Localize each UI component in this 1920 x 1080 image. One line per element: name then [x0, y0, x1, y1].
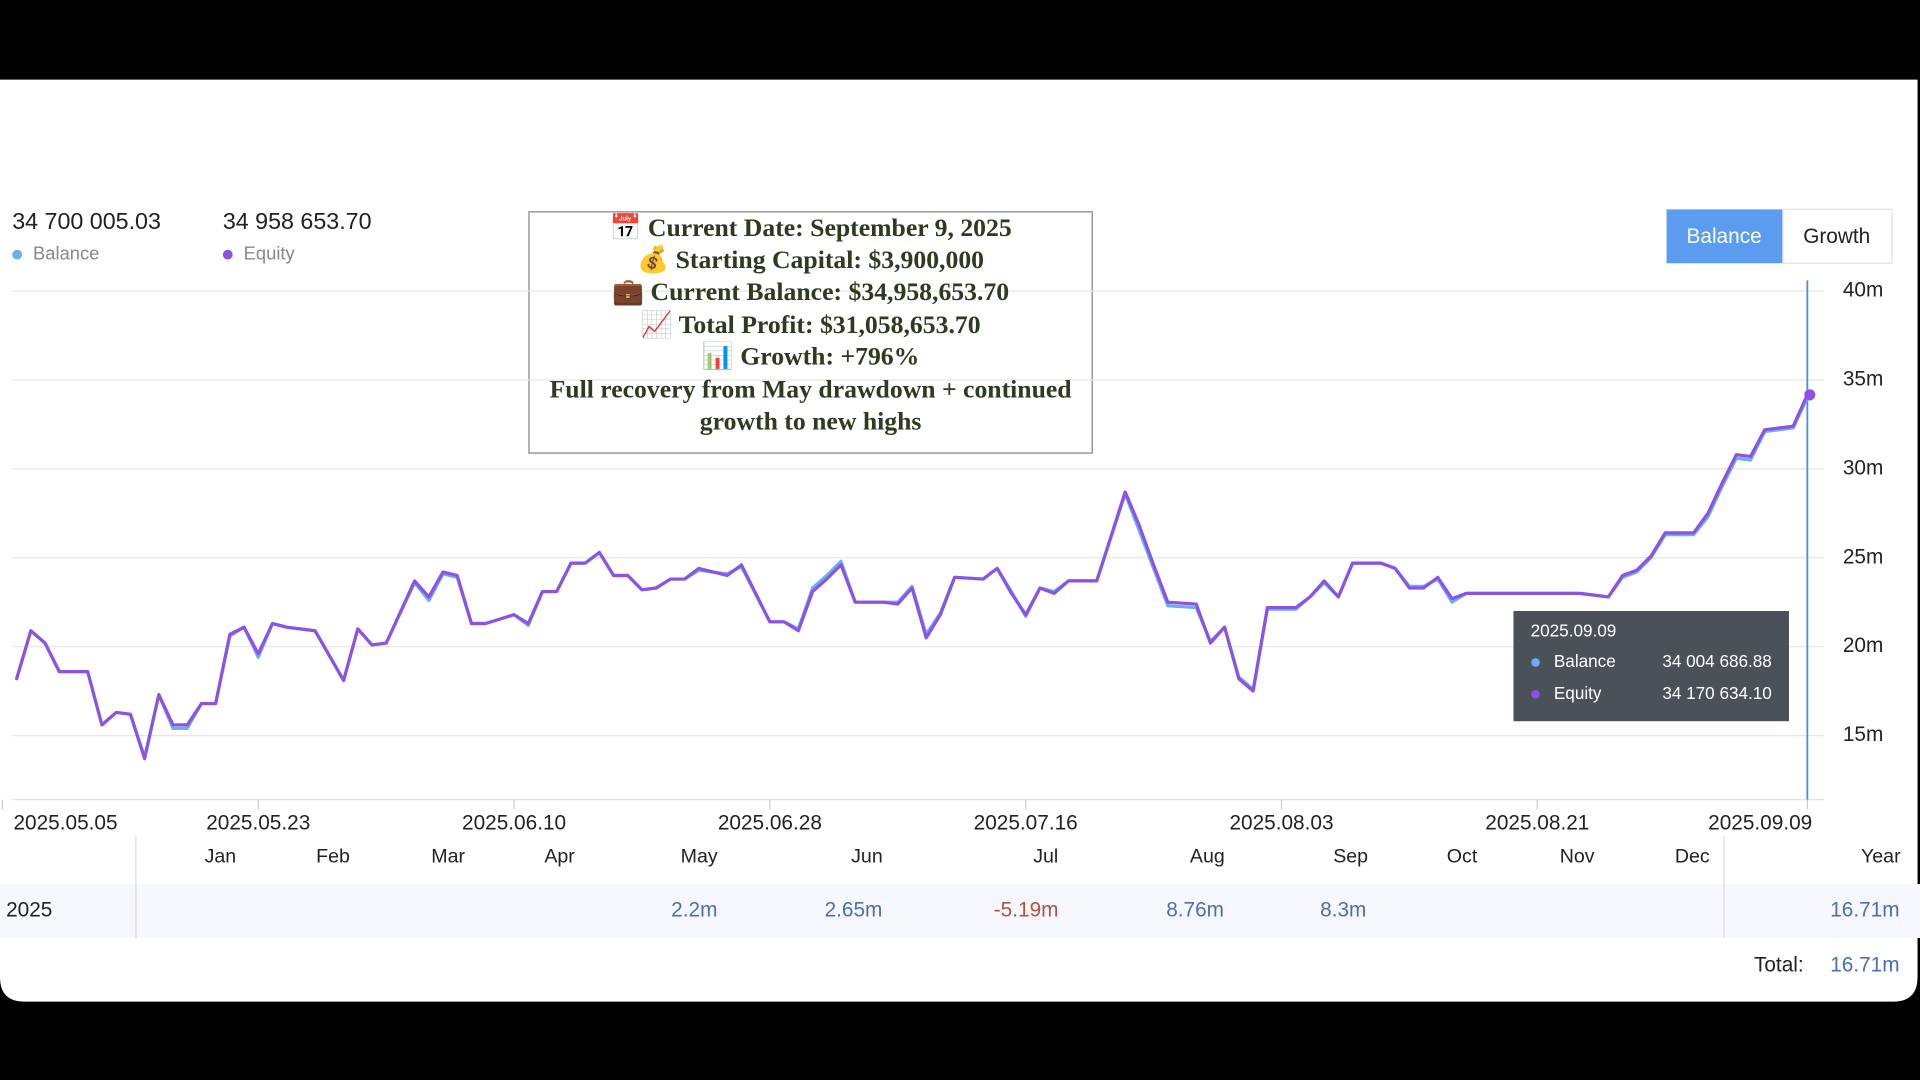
- x-tick-label: 2025.06.28: [718, 812, 822, 835]
- legend-dot: [222, 249, 233, 260]
- row-label: 2025: [6, 899, 52, 922]
- tooltip-dot: [1531, 690, 1540, 699]
- series-line: [15, 393, 1809, 761]
- x-tick-label: 2025.06.10: [462, 812, 566, 835]
- table-cell: -5.19m: [994, 899, 1059, 922]
- y-tick-label: 20m: [1843, 634, 1883, 657]
- table-header: Jul: [1033, 845, 1058, 867]
- hover-dot: [1804, 389, 1816, 401]
- y-tick-label: 25m: [1843, 545, 1883, 568]
- tooltip: [1513, 611, 1789, 722]
- tooltip-name: Equity: [1554, 683, 1602, 703]
- table-cell: 2.2m: [671, 899, 717, 922]
- tab-label[interactable]: Growth: [1803, 225, 1870, 248]
- table-header: Jan: [205, 845, 237, 867]
- tab-label[interactable]: Balance: [1687, 225, 1762, 248]
- panel: [0, 79, 1918, 1002]
- table-cell: 2.65m: [825, 899, 883, 922]
- tooltip-dot: [1531, 658, 1540, 667]
- table-header: Sep: [1333, 845, 1368, 867]
- total-value: 16.71m: [1830, 954, 1899, 977]
- table-header: Oct: [1447, 845, 1478, 867]
- table-header: Jun: [851, 845, 883, 867]
- table-header: Apr: [544, 845, 575, 867]
- tooltip-date: 2025.09.09: [1531, 620, 1617, 640]
- x-tick-label: 2025.08.21: [1485, 812, 1589, 835]
- annotation-line: 💰 Starting Capital: $3,900,000: [637, 244, 984, 275]
- tooltip-value: 34 170 634.10: [1662, 683, 1772, 703]
- legend-dot: [12, 249, 23, 260]
- table-cell: 8.76m: [1166, 899, 1224, 922]
- summary-value: 34 700 005.03: [12, 208, 161, 234]
- summary-value: 34 958 653.70: [223, 208, 372, 234]
- table-cell: 8.3m: [1320, 899, 1366, 922]
- annotation-line: 💼 Current Balance: $34,958,653.70: [612, 277, 1009, 306]
- y-tick-label: 35m: [1843, 367, 1883, 390]
- table-header: Mar: [431, 845, 465, 867]
- annotation-line: 📈 Total Profit: $31,058,653.70: [641, 309, 981, 339]
- table-cell: 16.71m: [1830, 899, 1899, 922]
- y-tick-label: 15m: [1843, 723, 1883, 746]
- legend-label: Equity: [244, 243, 296, 264]
- table-header: Dec: [1675, 845, 1710, 867]
- x-tick-label: 2025.08.03: [1229, 812, 1333, 835]
- annotation-line: 📊 Growth: +796%: [702, 341, 920, 371]
- tab-button[interactable]: [1782, 208, 1893, 264]
- tab-button[interactable]: [1666, 209, 1783, 264]
- x-tick-label: 2025.05.23: [206, 812, 310, 835]
- x-tick-label: 2025.09.09: [1708, 812, 1812, 835]
- table-header: May: [681, 845, 718, 867]
- x-tick-label: 2025.05.05: [13, 812, 117, 835]
- y-tick-label: 40m: [1843, 279, 1883, 302]
- table-header: Feb: [316, 845, 350, 867]
- x-tick-label: 2025.07.16: [974, 812, 1078, 835]
- annotation-box: [528, 211, 1093, 454]
- table-row-bg: [0, 884, 1920, 938]
- tooltip-value: 34 004 686.88: [1662, 651, 1772, 671]
- table-header: Aug: [1190, 845, 1225, 867]
- legend-label: Balance: [33, 243, 99, 264]
- annotation-line: growth to new highs: [700, 407, 922, 436]
- table-header: Year: [1861, 845, 1901, 867]
- total-label: Total:: [1754, 954, 1804, 977]
- table-header: Nov: [1560, 845, 1595, 867]
- annotation-line: 📅 Current Date: September 9, 2025: [609, 212, 1011, 242]
- annotation-line: Full recovery from May drawdown + contin…: [550, 375, 1072, 404]
- tooltip-name: Balance: [1554, 651, 1616, 671]
- y-tick-label: 30m: [1843, 456, 1883, 479]
